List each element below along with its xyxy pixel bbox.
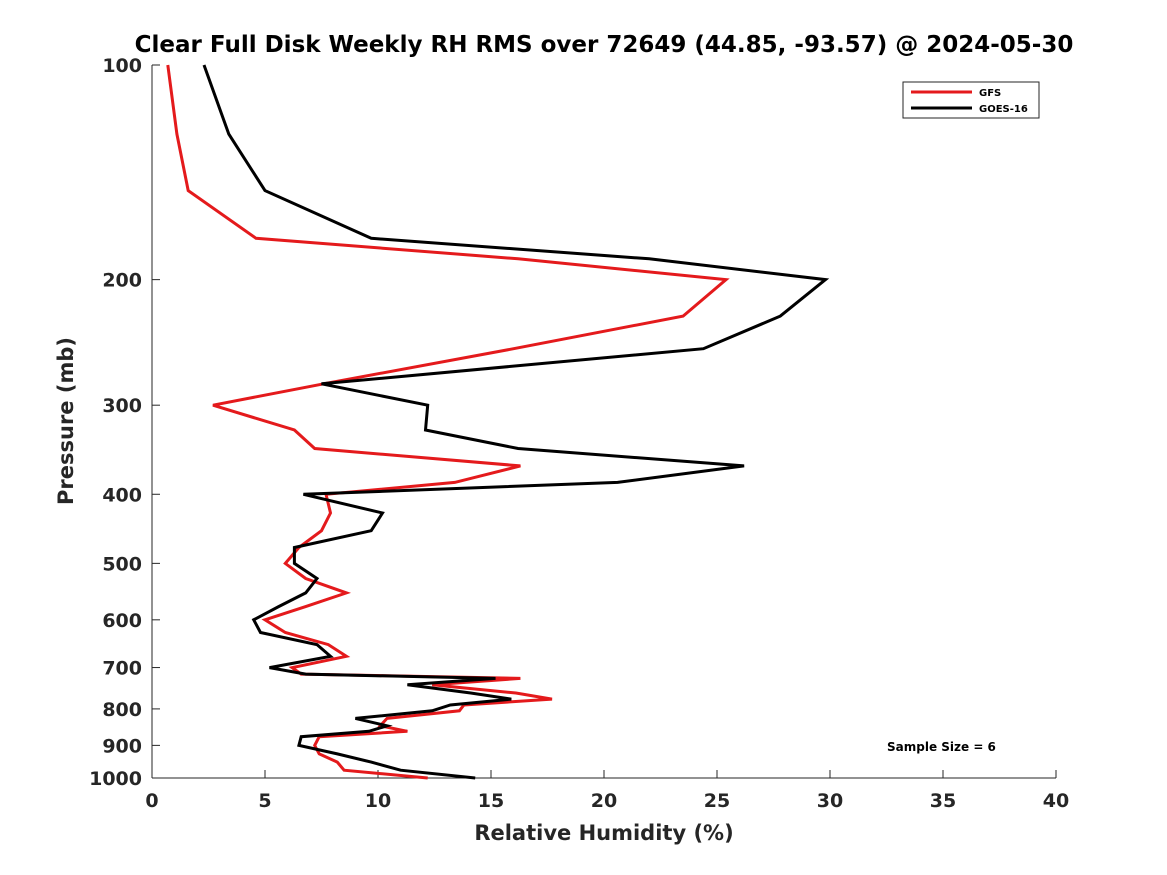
y-axis-label: Pressure (mb) — [54, 337, 78, 505]
x-tick-label: 0 — [145, 790, 158, 812]
y-tick-label: 800 — [102, 699, 142, 721]
x-tick-label: 10 — [365, 790, 391, 812]
x-ticks: 0 5 10 15 20 25 30 35 40 — [145, 770, 1069, 812]
y-tick-label: 600 — [102, 610, 142, 632]
x-tick-label: 15 — [478, 790, 504, 812]
x-tick-label: 30 — [817, 790, 843, 812]
y-tick-label: 100 — [102, 55, 142, 77]
sample-size-annotation: Sample Size = 6 — [887, 740, 996, 754]
y-tick-label: 500 — [102, 553, 142, 575]
x-tick-label: 25 — [704, 790, 730, 812]
x-tick-label: 5 — [258, 790, 271, 812]
legend-box — [902, 81, 1040, 119]
series-line-gfs — [166, 64, 730, 780]
x-tick-label: 35 — [930, 790, 956, 812]
legend-label-goes-16: GOES-16 — [979, 104, 1028, 115]
series-lines — [166, 64, 830, 780]
y-tick-label: 300 — [102, 395, 142, 417]
y-tick-label: 900 — [102, 735, 142, 757]
x-axis-label: Relative Humidity (%) — [474, 821, 733, 845]
chart-title: Clear Full Disk Weekly RH RMS over 72649… — [135, 32, 1074, 58]
x-tick-label: 20 — [591, 790, 617, 812]
y-ticks: 100 200 300 400 500 600 700 800 900 1000 — [89, 55, 160, 790]
y-tick-label: 700 — [102, 658, 142, 680]
x-tick-label: 40 — [1043, 790, 1069, 812]
y-tick-label: 400 — [102, 484, 142, 506]
y-tick-label: 200 — [102, 270, 142, 292]
y-tick-label: 1000 — [89, 768, 142, 790]
legend-label-gfs: GFS — [979, 88, 1001, 99]
series-line-goes-16 — [202, 64, 830, 780]
legend: GFS GOES-16 — [902, 81, 1040, 119]
